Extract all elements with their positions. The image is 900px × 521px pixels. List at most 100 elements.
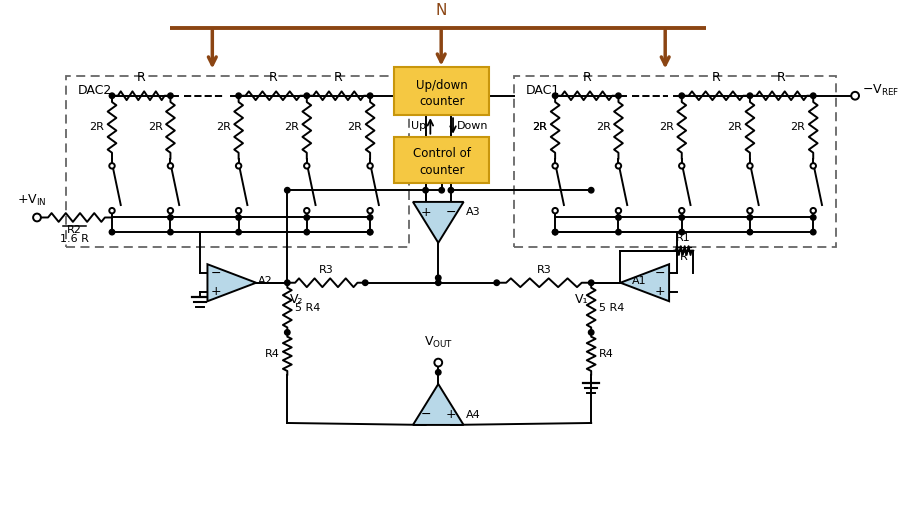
Text: R2: R2	[68, 225, 82, 235]
Text: A2: A2	[258, 276, 273, 286]
Bar	[514, 76, 835, 247]
Text: −: −	[446, 206, 456, 219]
Circle shape	[167, 215, 173, 220]
Text: 1.6 R: 1.6 R	[60, 234, 89, 244]
Circle shape	[167, 208, 173, 214]
Text: 2R: 2R	[659, 122, 674, 132]
Text: 2R: 2R	[148, 122, 163, 132]
Circle shape	[811, 215, 816, 220]
Circle shape	[109, 229, 114, 235]
Circle shape	[367, 208, 373, 214]
Text: R: R	[680, 252, 688, 262]
Text: +: +	[211, 286, 221, 299]
Circle shape	[284, 330, 290, 335]
Text: 5 R4: 5 R4	[295, 303, 320, 313]
Circle shape	[747, 163, 752, 169]
Circle shape	[236, 163, 241, 169]
Circle shape	[851, 92, 859, 100]
Text: R: R	[778, 71, 786, 84]
Text: −: −	[655, 267, 666, 280]
Text: N: N	[436, 3, 447, 18]
Circle shape	[436, 369, 441, 375]
Circle shape	[589, 330, 594, 335]
Circle shape	[589, 280, 594, 286]
Text: counter: counter	[418, 95, 464, 108]
Text: R: R	[334, 71, 343, 84]
Circle shape	[679, 215, 685, 220]
Text: DAC1: DAC1	[526, 84, 560, 97]
Circle shape	[616, 208, 621, 214]
Circle shape	[747, 208, 752, 214]
Circle shape	[747, 93, 752, 98]
Circle shape	[811, 208, 816, 214]
Circle shape	[436, 275, 441, 281]
Text: R: R	[712, 71, 720, 84]
Text: R4: R4	[265, 349, 280, 359]
Circle shape	[304, 215, 310, 220]
Circle shape	[553, 229, 558, 235]
Circle shape	[284, 188, 290, 193]
Text: R3: R3	[319, 265, 334, 275]
Circle shape	[167, 93, 173, 98]
Circle shape	[367, 229, 373, 235]
Text: R1: R1	[676, 233, 691, 243]
Circle shape	[616, 93, 621, 98]
Text: +: +	[446, 408, 456, 421]
Text: 2R: 2R	[533, 122, 547, 132]
Circle shape	[109, 208, 114, 214]
Polygon shape	[620, 264, 669, 301]
Text: Up/down: Up/down	[416, 79, 468, 92]
Text: 2R: 2R	[596, 122, 611, 132]
Circle shape	[616, 215, 621, 220]
Text: +: +	[420, 206, 431, 219]
Circle shape	[448, 188, 454, 193]
Text: V₁: V₁	[575, 293, 589, 306]
Circle shape	[236, 93, 241, 98]
Text: V$_{\rm OUT}$: V$_{\rm OUT}$	[424, 335, 453, 350]
FancyBboxPatch shape	[394, 67, 489, 115]
Text: Up: Up	[411, 121, 427, 131]
Circle shape	[167, 229, 173, 235]
Circle shape	[589, 188, 594, 193]
Text: 2R: 2R	[216, 122, 230, 132]
Text: 2R: 2R	[284, 122, 299, 132]
Circle shape	[616, 163, 621, 169]
Circle shape	[679, 208, 685, 214]
Polygon shape	[207, 264, 256, 301]
Text: R: R	[582, 71, 591, 84]
Polygon shape	[413, 384, 464, 425]
Text: 2R: 2R	[727, 122, 742, 132]
Circle shape	[439, 188, 445, 193]
Text: R: R	[268, 71, 277, 84]
Circle shape	[109, 93, 114, 98]
Text: −: −	[420, 408, 431, 421]
Text: Down: Down	[457, 121, 489, 131]
FancyBboxPatch shape	[394, 137, 489, 183]
Circle shape	[679, 229, 685, 235]
Circle shape	[284, 280, 290, 286]
Text: R4: R4	[599, 349, 614, 359]
Text: 2R: 2R	[790, 122, 806, 132]
Circle shape	[553, 208, 558, 214]
Polygon shape	[413, 202, 464, 243]
Circle shape	[167, 163, 173, 169]
Circle shape	[811, 93, 816, 98]
Circle shape	[747, 215, 752, 220]
Text: −: −	[211, 267, 221, 280]
Text: 2R: 2R	[533, 122, 547, 132]
Circle shape	[363, 280, 368, 286]
Circle shape	[236, 208, 241, 214]
Text: A4: A4	[465, 410, 481, 420]
Circle shape	[367, 215, 373, 220]
Circle shape	[494, 280, 500, 286]
Circle shape	[811, 163, 816, 169]
Circle shape	[553, 163, 558, 169]
Circle shape	[236, 215, 241, 220]
Circle shape	[367, 229, 373, 235]
Text: counter: counter	[418, 164, 464, 177]
Text: Control of: Control of	[413, 146, 471, 159]
Circle shape	[811, 229, 816, 235]
Circle shape	[236, 229, 241, 235]
Circle shape	[436, 280, 441, 286]
Text: DAC2: DAC2	[78, 84, 112, 97]
